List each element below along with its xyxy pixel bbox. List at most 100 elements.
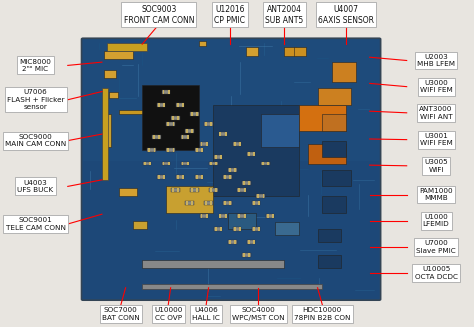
- FancyBboxPatch shape: [177, 103, 179, 107]
- FancyBboxPatch shape: [223, 175, 232, 179]
- FancyBboxPatch shape: [102, 88, 108, 180]
- FancyBboxPatch shape: [322, 196, 346, 213]
- FancyBboxPatch shape: [224, 201, 226, 205]
- Text: PAM1000
MMMB: PAM1000 MMMB: [419, 188, 453, 201]
- FancyBboxPatch shape: [234, 227, 236, 231]
- FancyBboxPatch shape: [153, 135, 155, 139]
- FancyBboxPatch shape: [215, 227, 217, 231]
- Text: ANT3000
WIFI ANT: ANT3000 WIFI ANT: [419, 106, 453, 120]
- FancyBboxPatch shape: [210, 122, 212, 126]
- FancyBboxPatch shape: [166, 148, 175, 152]
- FancyBboxPatch shape: [262, 162, 264, 165]
- FancyBboxPatch shape: [205, 122, 207, 126]
- FancyBboxPatch shape: [228, 240, 237, 244]
- FancyBboxPatch shape: [200, 142, 208, 146]
- FancyBboxPatch shape: [109, 92, 118, 98]
- FancyBboxPatch shape: [284, 47, 296, 56]
- FancyBboxPatch shape: [162, 90, 170, 94]
- FancyBboxPatch shape: [229, 175, 231, 179]
- Text: U4007
6AXIS SENSOR: U4007 6AXIS SENSOR: [318, 5, 374, 25]
- Text: U3005
WIFI: U3005 WIFI: [424, 159, 448, 173]
- FancyBboxPatch shape: [82, 38, 381, 300]
- FancyBboxPatch shape: [243, 253, 245, 257]
- FancyBboxPatch shape: [195, 175, 203, 179]
- FancyBboxPatch shape: [214, 227, 222, 231]
- FancyBboxPatch shape: [147, 148, 156, 152]
- FancyBboxPatch shape: [172, 116, 174, 120]
- FancyBboxPatch shape: [187, 162, 189, 165]
- FancyBboxPatch shape: [196, 175, 198, 179]
- FancyBboxPatch shape: [228, 168, 237, 172]
- FancyBboxPatch shape: [233, 227, 241, 231]
- FancyBboxPatch shape: [171, 188, 180, 192]
- Text: ANT2004
SUB ANT5: ANT2004 SUB ANT5: [265, 5, 303, 25]
- FancyBboxPatch shape: [152, 135, 161, 139]
- Text: HDC10000
78PIN B2B CON: HDC10000 78PIN B2B CON: [294, 307, 351, 321]
- FancyBboxPatch shape: [229, 240, 231, 244]
- FancyBboxPatch shape: [154, 148, 155, 152]
- FancyBboxPatch shape: [157, 103, 165, 107]
- FancyBboxPatch shape: [191, 112, 193, 116]
- FancyBboxPatch shape: [256, 194, 265, 198]
- FancyBboxPatch shape: [176, 175, 184, 179]
- FancyBboxPatch shape: [176, 103, 184, 107]
- FancyBboxPatch shape: [210, 162, 212, 165]
- FancyBboxPatch shape: [253, 240, 255, 244]
- FancyBboxPatch shape: [219, 132, 227, 136]
- FancyBboxPatch shape: [225, 214, 227, 218]
- FancyBboxPatch shape: [190, 112, 199, 116]
- FancyBboxPatch shape: [163, 175, 165, 179]
- FancyBboxPatch shape: [332, 62, 356, 82]
- FancyBboxPatch shape: [166, 186, 213, 213]
- FancyBboxPatch shape: [168, 90, 170, 94]
- FancyBboxPatch shape: [133, 221, 147, 229]
- FancyBboxPatch shape: [168, 162, 170, 165]
- FancyBboxPatch shape: [238, 188, 240, 192]
- FancyBboxPatch shape: [163, 103, 165, 107]
- FancyBboxPatch shape: [167, 122, 169, 126]
- FancyBboxPatch shape: [144, 162, 146, 165]
- FancyBboxPatch shape: [157, 175, 165, 179]
- FancyBboxPatch shape: [182, 162, 183, 165]
- FancyBboxPatch shape: [234, 240, 236, 244]
- FancyBboxPatch shape: [204, 122, 213, 126]
- FancyBboxPatch shape: [215, 188, 217, 192]
- FancyBboxPatch shape: [163, 90, 164, 94]
- FancyBboxPatch shape: [186, 201, 188, 205]
- FancyBboxPatch shape: [201, 142, 202, 146]
- FancyBboxPatch shape: [200, 214, 208, 218]
- FancyBboxPatch shape: [267, 214, 269, 218]
- Text: U4003
UFS BUCK: U4003 UFS BUCK: [18, 180, 54, 193]
- FancyBboxPatch shape: [210, 188, 212, 192]
- FancyBboxPatch shape: [272, 214, 274, 218]
- FancyBboxPatch shape: [142, 85, 199, 150]
- Text: U10005
OCTA DCDC: U10005 OCTA DCDC: [415, 266, 457, 280]
- FancyBboxPatch shape: [318, 255, 341, 268]
- FancyBboxPatch shape: [253, 227, 255, 231]
- FancyBboxPatch shape: [142, 260, 284, 268]
- FancyBboxPatch shape: [196, 112, 198, 116]
- FancyBboxPatch shape: [234, 168, 236, 172]
- FancyBboxPatch shape: [158, 103, 160, 107]
- FancyBboxPatch shape: [244, 188, 246, 192]
- FancyBboxPatch shape: [233, 142, 241, 146]
- FancyBboxPatch shape: [237, 214, 246, 218]
- FancyBboxPatch shape: [162, 162, 170, 165]
- FancyBboxPatch shape: [246, 47, 258, 56]
- FancyBboxPatch shape: [210, 201, 212, 205]
- Text: SOC9003
FRONT CAM CONN: SOC9003 FRONT CAM CONN: [124, 5, 194, 25]
- FancyBboxPatch shape: [158, 135, 160, 139]
- FancyBboxPatch shape: [234, 142, 236, 146]
- FancyBboxPatch shape: [322, 141, 346, 157]
- FancyBboxPatch shape: [242, 181, 251, 185]
- FancyBboxPatch shape: [220, 227, 222, 231]
- FancyBboxPatch shape: [104, 70, 116, 78]
- FancyBboxPatch shape: [257, 194, 259, 198]
- FancyBboxPatch shape: [239, 227, 241, 231]
- FancyBboxPatch shape: [258, 201, 260, 205]
- FancyBboxPatch shape: [143, 162, 151, 165]
- FancyBboxPatch shape: [318, 229, 341, 242]
- Text: SOC9000
MAIN CAM CONN: SOC9000 MAIN CAM CONN: [5, 134, 66, 147]
- FancyBboxPatch shape: [261, 162, 270, 165]
- FancyBboxPatch shape: [104, 114, 111, 147]
